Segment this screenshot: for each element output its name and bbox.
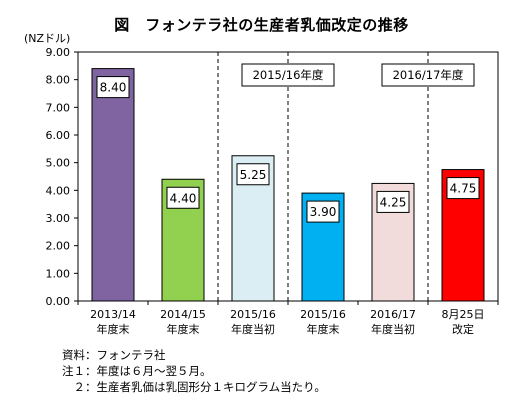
x-tick-label: 年度当初 (371, 322, 415, 336)
value-label: 4.40 (170, 191, 197, 205)
footnote-1: 注１：年度は６月～翌５月。 (62, 364, 212, 378)
value-label: 3.90 (310, 205, 337, 219)
period-label-box (241, 63, 335, 87)
source-note: 資料：フォンテラ社 (62, 348, 166, 362)
x-tick-label: 2013/14 (90, 308, 136, 321)
x-tick-label: 年度当初 (231, 322, 275, 336)
y-tick-label: 5.00 (46, 157, 71, 170)
x-tick-label: 年度末 (307, 322, 340, 336)
x-tick-label: 2015/16 (300, 308, 346, 321)
x-tick-label: 年度末 (167, 322, 200, 336)
value-label-box (236, 163, 270, 186)
bar (91, 68, 135, 302)
x-tick-label: 8月25日 (442, 308, 485, 321)
y-tick-label: 4.00 (46, 184, 71, 197)
chart-title: 図 フォンテラ社の生産者乳価改定の推移 (114, 16, 409, 34)
period-label-box (381, 63, 475, 87)
value-label-box (306, 200, 340, 223)
value-label-box (166, 186, 200, 209)
y-tick-label: 8.00 (46, 74, 71, 87)
y-tick-label: 1.00 (46, 267, 71, 280)
y-tick-label: 2.00 (46, 240, 71, 253)
y-tick-label: 6.00 (46, 129, 71, 142)
value-label: 4.25 (380, 195, 407, 209)
y-tick-label: 7.00 (46, 101, 71, 114)
y-tick-label: 3.00 (46, 212, 71, 225)
y-axis-unit-label: (NZドル) (24, 32, 71, 45)
value-label-box (96, 76, 130, 99)
x-tick-label: 2016/17 (370, 308, 416, 321)
value-label: 8.40 (100, 81, 127, 95)
footnote-2: ２：生産者乳価は乳固形分１キログラム当たり。 (62, 380, 326, 394)
period-label: 2015/16年度 (253, 68, 324, 82)
value-label: 5.25 (240, 168, 267, 182)
y-tick-label: 9.00 (46, 46, 71, 59)
x-tick-label: 改定 (452, 322, 474, 336)
value-label-box (446, 177, 480, 200)
y-tick-label: 0.00 (46, 295, 71, 308)
x-tick-label: 年度末 (97, 322, 130, 336)
x-tick-label: 2015/16 (230, 308, 276, 321)
value-label-box (376, 190, 410, 213)
period-label: 2016/17年度 (393, 68, 464, 82)
value-label: 4.75 (450, 182, 477, 196)
x-tick-label: 2014/15 (160, 308, 206, 321)
